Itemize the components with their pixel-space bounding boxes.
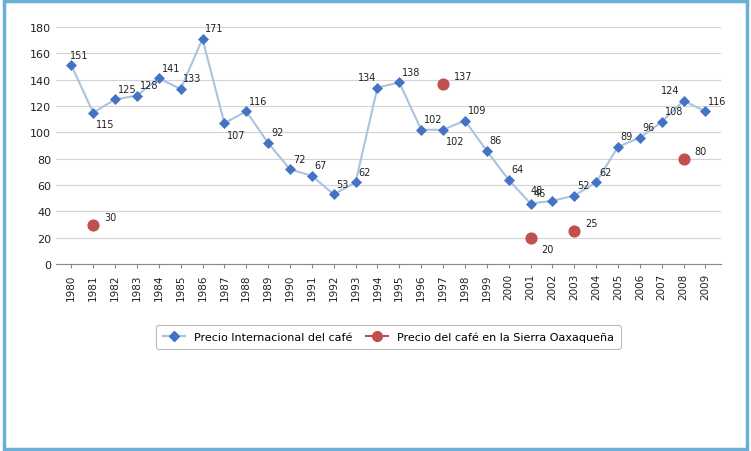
Precio Internacional del café bbox=[351, 180, 360, 186]
Legend: Precio Internacional del café, Precio del café en la Sierra Oaxaqueña: Precio Internacional del café, Precio de… bbox=[156, 325, 620, 349]
Precio Internacional del café bbox=[526, 201, 535, 207]
Text: 72: 72 bbox=[293, 154, 305, 164]
Precio Internacional del café bbox=[329, 192, 338, 198]
Text: 86: 86 bbox=[490, 136, 502, 146]
Precio Internacional del café bbox=[264, 141, 273, 146]
Precio Internacional del café bbox=[198, 37, 207, 42]
Precio Internacional del café bbox=[635, 136, 644, 141]
Text: 125: 125 bbox=[118, 85, 137, 95]
Text: 133: 133 bbox=[183, 74, 202, 84]
Precio Internacional del café bbox=[592, 180, 601, 186]
Precio Internacional del café bbox=[417, 128, 426, 133]
Precio Internacional del café bbox=[570, 193, 579, 199]
Text: 67: 67 bbox=[315, 161, 327, 171]
Precio Internacional del café bbox=[614, 145, 623, 150]
Text: 80: 80 bbox=[695, 147, 707, 156]
Text: 108: 108 bbox=[665, 107, 683, 117]
Precio Internacional del café bbox=[373, 86, 382, 91]
Precio Internacional del café bbox=[110, 97, 119, 103]
Precio Internacional del café bbox=[657, 120, 666, 125]
Precio del café en la Sierra Oaxaqueña bbox=[87, 221, 99, 229]
Text: 115: 115 bbox=[96, 120, 114, 130]
Text: 96: 96 bbox=[643, 123, 655, 133]
Text: 46: 46 bbox=[533, 189, 545, 198]
Text: 134: 134 bbox=[358, 73, 376, 83]
Text: 102: 102 bbox=[424, 115, 442, 125]
Precio del café en la Sierra Oaxaqueña bbox=[569, 228, 581, 235]
Precio del café en la Sierra Oaxaqueña bbox=[524, 235, 536, 242]
Text: 89: 89 bbox=[621, 132, 633, 142]
Line: Precio Internacional del café: Precio Internacional del café bbox=[68, 37, 709, 207]
Text: 25: 25 bbox=[585, 219, 598, 229]
Precio Internacional del café bbox=[154, 77, 163, 82]
Precio Internacional del café bbox=[307, 174, 316, 179]
Text: 137: 137 bbox=[454, 72, 472, 82]
Precio Internacional del café bbox=[701, 110, 710, 115]
Text: 116: 116 bbox=[708, 97, 726, 106]
Precio Internacional del café bbox=[504, 178, 513, 183]
Text: 53: 53 bbox=[336, 179, 349, 189]
Precio del café en la Sierra Oaxaqueña bbox=[677, 156, 689, 163]
Text: 20: 20 bbox=[541, 245, 554, 255]
Text: 102: 102 bbox=[446, 137, 464, 147]
Precio Internacional del café bbox=[548, 199, 557, 204]
Text: 64: 64 bbox=[511, 165, 523, 175]
Text: 171: 171 bbox=[205, 24, 224, 34]
Precio Internacional del café bbox=[132, 94, 141, 99]
Text: 62: 62 bbox=[599, 167, 611, 178]
Text: 138: 138 bbox=[402, 68, 421, 78]
Text: 151: 151 bbox=[70, 51, 89, 60]
Text: 116: 116 bbox=[249, 97, 267, 106]
Precio del café en la Sierra Oaxaqueña bbox=[437, 81, 449, 88]
Precio Internacional del café bbox=[679, 99, 688, 104]
Text: 62: 62 bbox=[358, 167, 371, 178]
Precio Internacional del café bbox=[482, 149, 491, 154]
Precio Internacional del café bbox=[395, 80, 404, 86]
Text: 107: 107 bbox=[227, 130, 246, 141]
Text: 124: 124 bbox=[662, 86, 680, 96]
Text: 48: 48 bbox=[530, 186, 542, 196]
Text: 128: 128 bbox=[140, 81, 158, 91]
Precio Internacional del café bbox=[176, 87, 185, 92]
Precio Internacional del café bbox=[242, 110, 251, 115]
Text: 30: 30 bbox=[104, 212, 116, 222]
Precio Internacional del café bbox=[220, 121, 229, 127]
Precio Internacional del café bbox=[460, 119, 469, 124]
Precio Internacional del café bbox=[67, 64, 76, 69]
Text: 52: 52 bbox=[577, 181, 590, 191]
Text: 109: 109 bbox=[468, 106, 486, 116]
Precio Internacional del café bbox=[439, 128, 448, 133]
Text: 92: 92 bbox=[271, 128, 283, 138]
Precio Internacional del café bbox=[285, 167, 294, 173]
Text: 141: 141 bbox=[161, 64, 180, 74]
Precio Internacional del café bbox=[89, 110, 98, 116]
